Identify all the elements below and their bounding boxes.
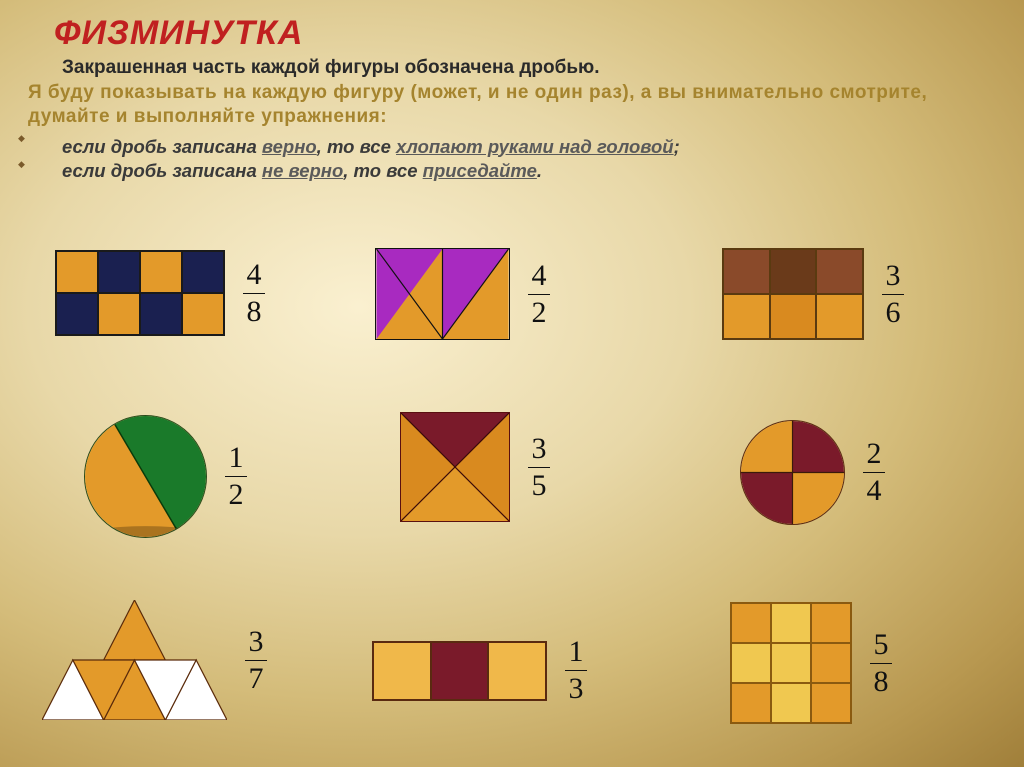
shape-circle-half: [84, 415, 207, 538]
fraction-label: 36: [882, 259, 904, 330]
figure-cell: 24: [740, 420, 885, 525]
fraction-bar: [245, 660, 267, 661]
figures-grid: 48 4236 12 35: [0, 230, 1024, 750]
fraction-label: 13: [565, 635, 587, 706]
fraction-bar: [528, 467, 550, 468]
fraction-denominator: 7: [249, 662, 264, 696]
fraction-denominator: 5: [532, 469, 547, 503]
fraction-denominator: 2: [229, 478, 244, 512]
rule1-text-c: ;: [674, 136, 680, 157]
fraction-numerator: 3: [532, 432, 547, 466]
fraction-numerator: 4: [532, 259, 547, 293]
fraction-denominator: 8: [247, 295, 262, 329]
bullet-icon: ◆: [18, 159, 25, 170]
fraction-numerator: 3: [249, 625, 264, 659]
rule2-underline-2: приседайте: [423, 160, 537, 181]
shape-rect-triangles: [375, 248, 510, 340]
fraction-bar: [870, 663, 892, 664]
rule2-text-c: .: [537, 160, 542, 181]
fraction-denominator: 3: [569, 672, 584, 706]
fraction-label: 37: [245, 625, 267, 696]
figure-cell: 48: [55, 250, 265, 336]
figure-cell: 12: [84, 415, 247, 538]
fraction-numerator: 2: [867, 437, 882, 471]
fraction-label: 24: [863, 437, 885, 508]
shape-square-x: [400, 412, 510, 522]
rule-line-2: если дробь записана не верно, то все при…: [62, 159, 1024, 184]
shape-circle-quarters: [740, 420, 845, 525]
shape-grid-3x2: [722, 248, 864, 340]
rule2-underline-1: не верно: [262, 160, 343, 181]
fraction-bar: [225, 476, 247, 477]
figure-cell: 58: [730, 602, 892, 724]
fraction-label: 42: [528, 259, 550, 330]
fraction-label: 12: [225, 441, 247, 512]
figure-cell: 37: [42, 600, 267, 720]
bullet-icon: ◆: [18, 133, 25, 144]
fraction-bar: [243, 293, 265, 294]
rule2-text-a: если дробь записана: [62, 160, 262, 181]
shape-grid-3x3: [730, 602, 852, 724]
fraction-denominator: 8: [874, 665, 889, 699]
subtitle-1: Закрашенная часть каждой фигуры обозначе…: [0, 53, 1024, 79]
fraction-numerator: 1: [229, 441, 244, 475]
fraction-denominator: 4: [867, 474, 882, 508]
fraction-label: 35: [528, 432, 550, 503]
fraction-label: 48: [243, 258, 265, 329]
rule2-text-b: , то все: [343, 160, 422, 181]
figure-cell: 13: [372, 635, 587, 706]
figure-cell: 36: [722, 248, 904, 340]
figure-cell: 42: [375, 248, 550, 340]
fraction-bar: [565, 670, 587, 671]
rule1-underline-2: хлопают руками над головой: [396, 136, 674, 157]
fraction-denominator: 6: [886, 296, 901, 330]
figure-cell: 35: [400, 412, 550, 522]
fraction-denominator: 2: [532, 296, 547, 330]
rule1-text-a: если дробь записана: [62, 136, 262, 157]
fraction-bar: [528, 294, 550, 295]
rule1-text-b: , то все: [317, 136, 396, 157]
shape-rect-1x3: [372, 641, 547, 701]
shape-checkerboard: [55, 250, 225, 336]
rule-line-1: если дробь записана верно, то все хлопаю…: [62, 135, 1024, 160]
fraction-bar: [882, 294, 904, 295]
fraction-numerator: 4: [247, 258, 262, 292]
rules-block: ◆ если дробь записана верно, то все хлоп…: [0, 129, 1024, 185]
fraction-numerator: 5: [874, 628, 889, 662]
page-title: ФИЗМИНУТКА: [0, 0, 1024, 53]
fraction-numerator: 3: [886, 259, 901, 293]
fraction-label: 58: [870, 628, 892, 699]
subtitle-2: Я буду показывать на каждую фигуру (може…: [0, 79, 1024, 129]
fraction-bar: [863, 472, 885, 473]
fraction-numerator: 1: [569, 635, 584, 669]
rule1-underline-1: верно: [262, 136, 317, 157]
shape-triangle-pyramid: [42, 600, 227, 720]
